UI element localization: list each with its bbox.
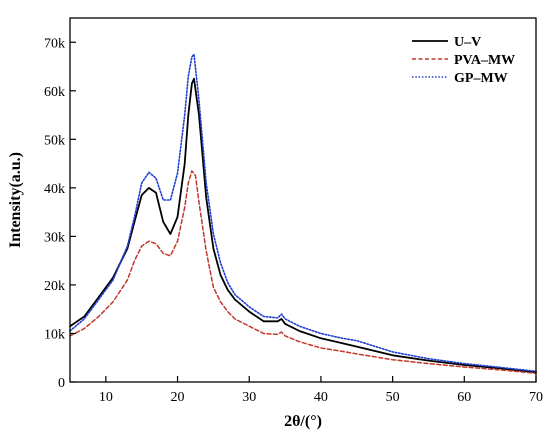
x-tick-label: 30	[242, 390, 256, 405]
x-tick-label: 40	[314, 390, 328, 405]
series-line-2	[69, 53, 537, 373]
series-layer	[69, 53, 537, 375]
x-tick-label: 70	[529, 390, 543, 405]
y-tick-label: 30k	[44, 230, 65, 245]
y-tick-label: 20k	[44, 279, 65, 294]
plot-frame	[69, 17, 537, 383]
x-tick-label: 20	[171, 390, 185, 405]
y-tick-label: 60k	[44, 85, 65, 100]
y-axis-ticks: 0 10k 20k 30k 40k 50k 60k 70k	[44, 36, 76, 391]
series-line-0	[69, 77, 537, 374]
y-tick-label: 0	[58, 376, 65, 391]
x-tick-label: 10	[99, 390, 113, 405]
x-axis-title: 2θ/(°)	[284, 413, 322, 430]
y-tick-label: 50k	[44, 133, 65, 148]
y-tick-label: 70k	[44, 36, 65, 51]
series-line-1	[69, 170, 537, 375]
legend: U–V PVA–MW GP–MW	[412, 35, 515, 86]
legend-label: U–V	[454, 35, 481, 50]
y-tick-label: 10k	[44, 327, 65, 342]
x-axis-ticks: 10 20 30 40 50 60 70	[99, 376, 543, 405]
y-axis-title: Intensity(a.u.)	[7, 152, 24, 248]
y-tick-label: 40k	[44, 182, 65, 197]
x-tick-label: 60	[457, 390, 471, 405]
legend-label: GP–MW	[454, 71, 508, 86]
x-tick-label: 50	[386, 390, 400, 405]
legend-label: PVA–MW	[454, 53, 515, 68]
